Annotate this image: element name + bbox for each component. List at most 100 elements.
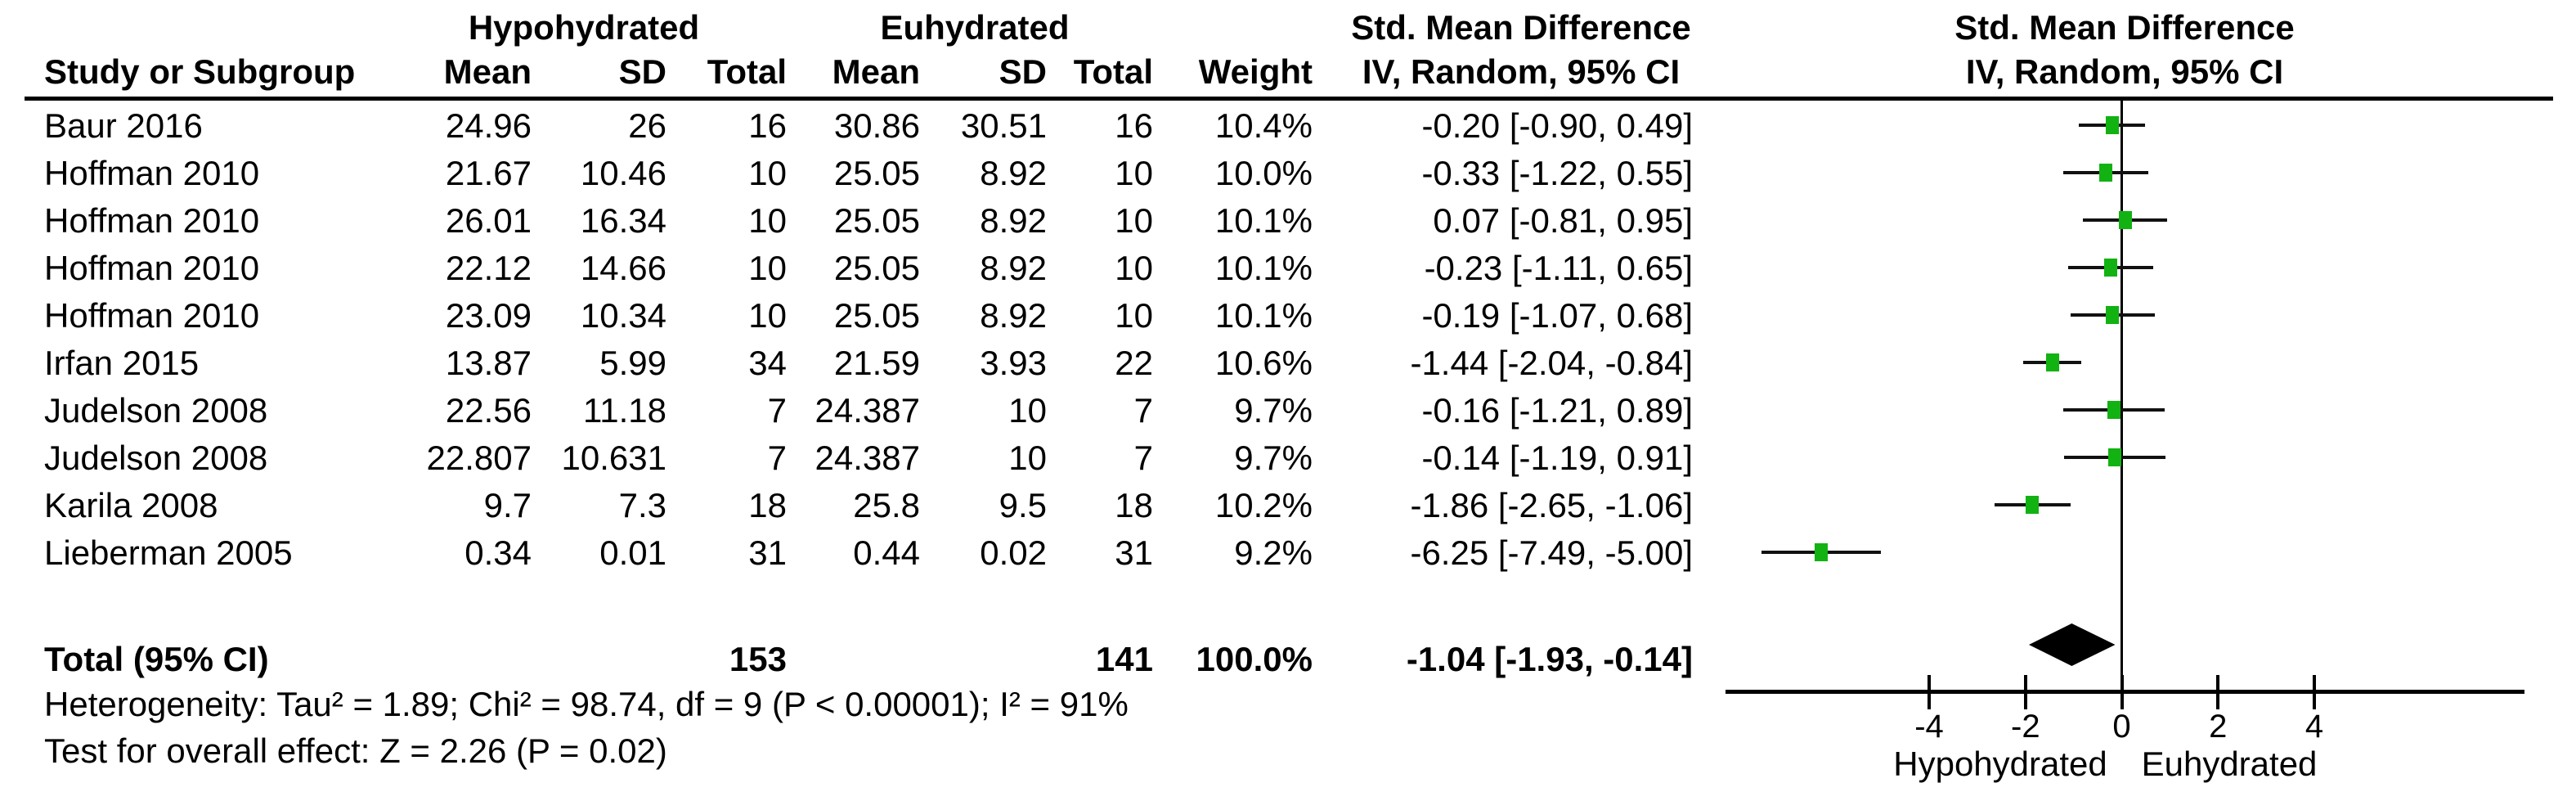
study-h_sd: 7.3 — [618, 486, 666, 524]
total-row-label: Total (95% CI) — [44, 640, 269, 678]
study-weight: 10.6% — [1214, 344, 1313, 382]
axis-label-euhydrated: Euhydrated — [2141, 745, 2318, 783]
header-plot-title: Std. Mean Difference — [1954, 8, 2295, 47]
study-h_sd: 5.99 — [599, 344, 666, 382]
study-h_mean: 0.34 — [464, 533, 532, 572]
axis-tick-label: -2 — [2011, 709, 2040, 745]
study-h_mean: 23.09 — [445, 296, 532, 335]
study-h_sd: 11.18 — [583, 391, 666, 430]
header-eu-sd: SD — [999, 52, 1047, 91]
study-ci_text: -0.20 [-0.90, 0.49] — [1421, 106, 1693, 145]
study-h_sd: 0.01 — [599, 533, 666, 572]
study-e_total: 10 — [1115, 296, 1153, 335]
study-h_total: 18 — [748, 486, 787, 524]
study-e_sd: 10 — [1008, 391, 1047, 430]
study-h_sd: 10.34 — [580, 296, 666, 335]
study-ci_text: -0.14 [-1.19, 0.91] — [1421, 439, 1693, 477]
study-h_total: 10 — [748, 249, 787, 287]
effect-marker — [2106, 306, 2120, 324]
study-ci_text: -1.86 [-2.65, -1.06] — [1410, 486, 1693, 524]
header-group-hypohydrated: Hypohydrated — [468, 8, 700, 47]
study-ci_text: -6.25 [-7.49, -5.00] — [1410, 533, 1693, 572]
total-eu-n: 141 — [1095, 640, 1153, 678]
study-weight: 10.1% — [1214, 201, 1313, 240]
heterogeneity-stats: Heterogeneity: Tau² = 1.89; Chi² = 98.74… — [44, 685, 1129, 723]
header-plot-subtitle: IV, Random, 95% CI — [1965, 52, 2284, 91]
study-weight: 10.4% — [1214, 106, 1313, 145]
study-weight: 10.2% — [1214, 486, 1313, 524]
study-e_total: 16 — [1115, 106, 1153, 145]
study-h_mean: 13.87 — [445, 344, 532, 382]
effect-marker — [2104, 259, 2117, 277]
study-e_total: 10 — [1115, 154, 1153, 192]
study-weight: 10.1% — [1214, 249, 1313, 287]
header-hypo-sd: SD — [618, 52, 666, 91]
study-e_mean: 30.86 — [833, 106, 920, 145]
study-h_total: 7 — [767, 391, 787, 430]
axis-tick — [2313, 675, 2316, 709]
study-e_mean: 25.05 — [833, 296, 920, 335]
study-e_total: 22 — [1115, 344, 1153, 382]
study-name: Hoffman 2010 — [44, 249, 260, 287]
study-h_mean: 26.01 — [445, 201, 532, 240]
axis-tick — [2120, 675, 2124, 709]
study-h_mean: 22.12 — [445, 249, 532, 287]
effect-marker — [2099, 164, 2113, 182]
study-h_total: 7 — [767, 439, 787, 477]
axis-label-hypohydrated: Hypohydrated — [1893, 745, 2107, 783]
study-name: Lieberman 2005 — [44, 533, 293, 572]
study-weight: 9.2% — [1234, 533, 1313, 572]
study-name: Baur 2016 — [44, 106, 203, 145]
study-e_mean: 24.387 — [815, 391, 920, 430]
study-h_total: 10 — [748, 154, 787, 192]
study-weight: 9.7% — [1234, 439, 1313, 477]
study-weight: 10.0% — [1214, 154, 1313, 192]
axis-tick-label: 2 — [2209, 709, 2228, 745]
study-h_mean: 24.96 — [445, 106, 532, 145]
header-study-or-subgroup: Study or Subgroup — [44, 52, 356, 91]
study-e_total: 18 — [1115, 486, 1153, 524]
study-e_total: 10 — [1115, 249, 1153, 287]
study-h_sd: 10.46 — [580, 154, 666, 192]
total-diamond-shape — [2028, 623, 2115, 666]
study-e_mean: 21.59 — [833, 344, 920, 382]
effect-marker — [1814, 543, 1828, 561]
study-e_mean: 25.05 — [833, 154, 920, 192]
header-separator-line — [25, 97, 2553, 101]
study-e_total: 7 — [1133, 391, 1153, 430]
study-h_sd: 10.631 — [561, 439, 666, 477]
study-ci_text: 0.07 [-0.81, 0.95] — [1433, 201, 1693, 240]
axis-tick-label: 0 — [2112, 709, 2131, 745]
zero-effect-line — [2120, 99, 2123, 693]
study-e_sd: 8.92 — [980, 201, 1047, 240]
study-e_sd: 8.92 — [980, 154, 1047, 192]
study-h_mean: 9.7 — [483, 486, 532, 524]
study-h_total: 31 — [748, 533, 787, 572]
header-group-euhydrated: Euhydrated — [880, 8, 1070, 47]
study-e_total: 10 — [1115, 201, 1153, 240]
study-name: Irfan 2015 — [44, 344, 200, 382]
study-e_mean: 25.05 — [833, 249, 920, 287]
study-e_total: 31 — [1115, 533, 1153, 572]
header-hypo-total: Total — [707, 52, 787, 91]
study-name: Karila 2008 — [44, 486, 218, 524]
study-h_sd: 16.34 — [580, 201, 666, 240]
study-e_mean: 25.8 — [853, 486, 920, 524]
study-h_mean: 21.67 — [445, 154, 532, 192]
axis-tick — [1928, 675, 1931, 709]
study-h_total: 16 — [748, 106, 787, 145]
header-eu-mean: Mean — [832, 52, 920, 91]
study-ci_text: -0.33 [-1.22, 0.55] — [1421, 154, 1693, 192]
study-name: Judelson 2008 — [44, 439, 268, 477]
study-e_sd: 10 — [1008, 439, 1047, 477]
study-ci_text: -0.19 [-1.07, 0.68] — [1421, 296, 1693, 335]
total-weight: 100.0% — [1196, 640, 1313, 678]
study-ci_text: -0.23 [-1.11, 0.65] — [1424, 249, 1693, 287]
axis-tick — [2023, 675, 2027, 709]
study-e_mean: 0.44 — [853, 533, 920, 572]
effect-marker — [2045, 353, 2059, 371]
study-weight: 10.1% — [1214, 296, 1313, 335]
study-e_sd: 0.02 — [980, 533, 1047, 572]
header-smd-subtitle: IV, Random, 95% CI — [1362, 52, 1681, 91]
